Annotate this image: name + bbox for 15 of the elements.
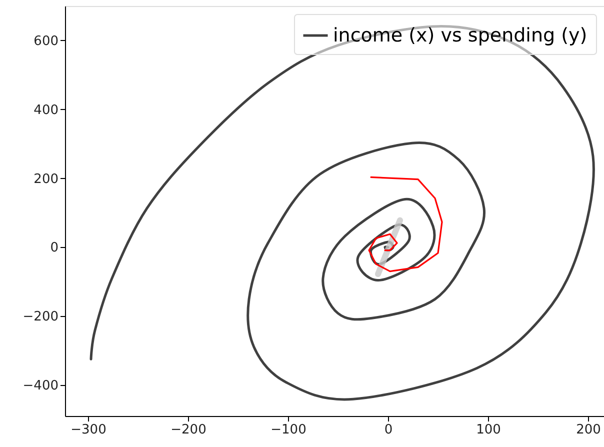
y-tick-label: −200 bbox=[22, 310, 58, 325]
line-series bbox=[90, 25, 594, 401]
line-series bbox=[368, 176, 443, 272]
legend-label: income (x) vs spending (y) bbox=[333, 24, 588, 46]
y-tick-label: 600 bbox=[34, 34, 58, 49]
y-tick-label: 400 bbox=[34, 102, 58, 118]
y-tick-label: 0 bbox=[50, 240, 58, 256]
x-tick-label: 200 bbox=[576, 422, 601, 438]
y-tick-label: 200 bbox=[34, 172, 58, 187]
x-tick-label: −200 bbox=[170, 422, 206, 438]
x-tick-label: −300 bbox=[70, 422, 106, 438]
x-tick-label: 0 bbox=[384, 422, 393, 438]
y-tick-label: −400 bbox=[22, 378, 58, 394]
x-tick-label: 100 bbox=[476, 422, 501, 438]
x-tick-label: −100 bbox=[270, 422, 306, 438]
